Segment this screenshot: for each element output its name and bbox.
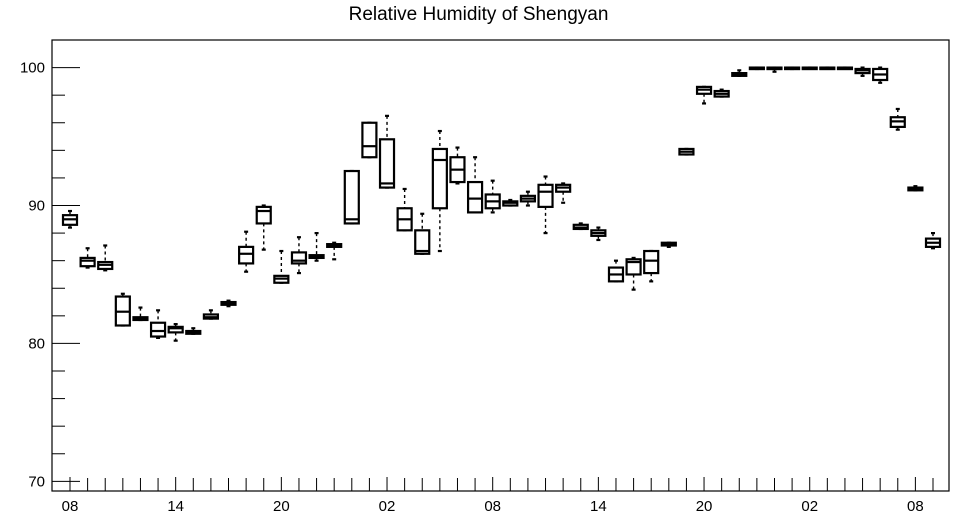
chart-title: Relative Humidity of Shengyan [348, 4, 609, 25]
box [431, 147, 448, 210]
x-tick-label: 20 [696, 498, 713, 515]
box [149, 321, 167, 338]
box [378, 138, 396, 189]
y-tick-label: 100 [20, 60, 45, 77]
x-tick-label: 02 [801, 498, 818, 515]
box [343, 169, 360, 225]
x-tick-label: 08 [484, 498, 501, 515]
box [361, 121, 378, 159]
y-tick-label: 90 [28, 198, 45, 215]
box [238, 245, 255, 265]
y-tick-label: 70 [28, 473, 45, 490]
x-tick-label: 02 [379, 498, 396, 515]
box [537, 183, 554, 208]
box [255, 205, 272, 225]
x-tick-label: 20 [273, 498, 290, 515]
x-tick-label: 08 [62, 498, 79, 515]
box [79, 256, 96, 268]
box [167, 325, 184, 334]
box [466, 180, 484, 214]
box [290, 251, 308, 265]
y-tick-label: 80 [28, 335, 45, 352]
plot-frame [51, 39, 950, 492]
x-tick-label: 14 [590, 498, 607, 515]
x-tick-label: 08 [907, 498, 924, 515]
x-tick-label: 14 [167, 498, 184, 515]
box [414, 229, 431, 255]
box [643, 249, 660, 275]
